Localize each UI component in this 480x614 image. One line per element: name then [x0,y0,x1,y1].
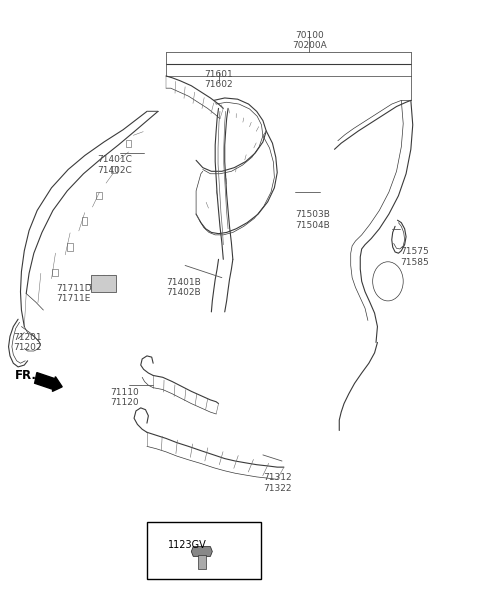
Text: FR.: FR. [15,369,37,382]
Bar [52,269,58,276]
Text: 71503B
71504B: 71503B 71504B [295,211,330,230]
Bar [82,217,87,225]
Bar [67,243,72,251]
Text: 1123GV: 1123GV [168,540,206,551]
Text: 71575
71585: 71575 71585 [400,247,429,266]
Text: 71401C
71402C: 71401C 71402C [97,155,132,175]
Polygon shape [192,546,212,556]
Bar [111,166,117,173]
Bar [91,274,116,292]
Bar [126,140,132,147]
Text: 71201
71202: 71201 71202 [13,333,42,352]
Text: 71711D
71711E: 71711D 71711E [56,284,92,303]
Text: 71401B
71402B: 71401B 71402B [166,278,201,297]
Text: 71312
71322: 71312 71322 [263,473,291,492]
Text: 71110
71120: 71110 71120 [110,387,139,407]
Bar [147,522,262,579]
Bar [198,555,205,569]
FancyArrow shape [35,373,62,391]
Bar [96,192,102,199]
Text: 70100
70200A: 70100 70200A [292,31,326,50]
Text: 71601
71602: 71601 71602 [204,70,233,89]
